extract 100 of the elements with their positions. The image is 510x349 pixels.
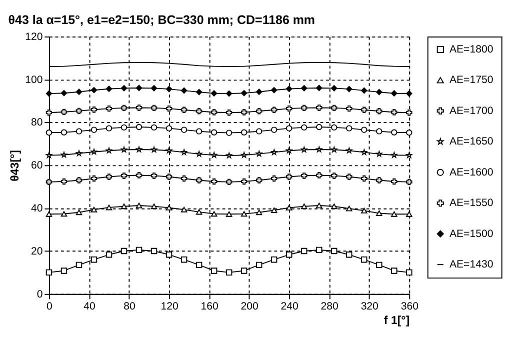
y-tick-label: 60	[31, 160, 43, 172]
point	[136, 246, 142, 254]
point	[196, 108, 202, 114]
point	[180, 175, 188, 182]
point	[106, 252, 112, 258]
point	[106, 204, 112, 210]
point	[256, 262, 262, 268]
x-tick-label: 240	[280, 300, 299, 313]
point	[180, 256, 188, 263]
point	[406, 90, 412, 97]
x-tick-label: 320	[360, 300, 379, 313]
point	[391, 178, 398, 185]
point	[136, 172, 142, 178]
y-tick-label: 100	[25, 74, 43, 86]
legend-label: AE=1500	[449, 228, 494, 240]
point	[346, 105, 352, 112]
point	[361, 175, 368, 182]
point	[180, 87, 188, 94]
point	[46, 90, 52, 97]
point	[46, 129, 52, 136]
point	[150, 85, 158, 92]
point	[60, 108, 68, 116]
point	[376, 108, 382, 114]
point	[361, 106, 368, 113]
point	[120, 124, 128, 131]
point	[256, 177, 262, 184]
point	[136, 124, 142, 130]
point	[361, 256, 368, 263]
point	[331, 204, 338, 210]
point	[196, 262, 202, 268]
point	[196, 88, 202, 96]
point	[391, 211, 398, 217]
point	[76, 262, 82, 268]
x-tick-label: 160	[200, 300, 218, 313]
point	[376, 177, 382, 184]
point	[240, 129, 248, 136]
point	[256, 128, 262, 134]
point	[391, 268, 398, 274]
x-tick-label: 80	[124, 300, 136, 313]
point	[331, 124, 338, 131]
point	[376, 128, 382, 134]
point	[286, 252, 292, 258]
point	[226, 269, 232, 276]
point	[391, 90, 398, 96]
point	[76, 177, 82, 184]
x-tick-label: 120	[160, 300, 178, 313]
point	[136, 104, 142, 111]
point	[196, 209, 202, 215]
point	[300, 248, 308, 254]
point	[376, 262, 382, 268]
point	[226, 110, 232, 116]
point	[406, 178, 412, 186]
point	[90, 206, 98, 212]
point	[300, 85, 308, 92]
point	[240, 268, 248, 274]
point	[331, 85, 338, 92]
point	[150, 248, 158, 254]
point	[90, 126, 98, 133]
point	[226, 211, 232, 217]
point	[90, 256, 98, 263]
point	[210, 109, 218, 116]
point	[180, 106, 188, 113]
point	[300, 104, 308, 112]
point	[270, 126, 278, 133]
legend-label: AE=1700	[449, 104, 494, 117]
point	[150, 124, 158, 131]
point	[196, 177, 202, 184]
point	[106, 125, 112, 132]
y-tick-label: 80	[31, 116, 43, 129]
point	[286, 105, 292, 112]
point	[90, 87, 98, 94]
point	[346, 174, 352, 180]
point	[166, 174, 172, 180]
point	[316, 246, 322, 254]
point	[346, 206, 352, 212]
point	[361, 87, 368, 94]
point	[391, 129, 398, 136]
point	[361, 208, 368, 214]
y-axis-title: θ43[°]	[9, 150, 22, 182]
point	[136, 202, 142, 208]
point	[270, 87, 278, 94]
y-tick-label: 0	[36, 288, 43, 300]
point	[240, 178, 248, 185]
legend-label: AE=1800	[449, 43, 494, 56]
point	[106, 86, 112, 92]
point	[210, 90, 218, 96]
point	[150, 204, 158, 210]
point	[270, 175, 278, 182]
point	[346, 125, 352, 132]
y-tick-label: 40	[31, 202, 43, 214]
point	[270, 106, 278, 113]
point	[180, 206, 188, 212]
point	[60, 90, 68, 96]
point	[210, 211, 218, 217]
point	[150, 104, 158, 112]
point	[166, 86, 172, 92]
legend-label: AE=1600	[449, 166, 494, 178]
point	[196, 128, 202, 134]
point	[286, 125, 292, 132]
y-tick-label: 20	[31, 245, 43, 258]
